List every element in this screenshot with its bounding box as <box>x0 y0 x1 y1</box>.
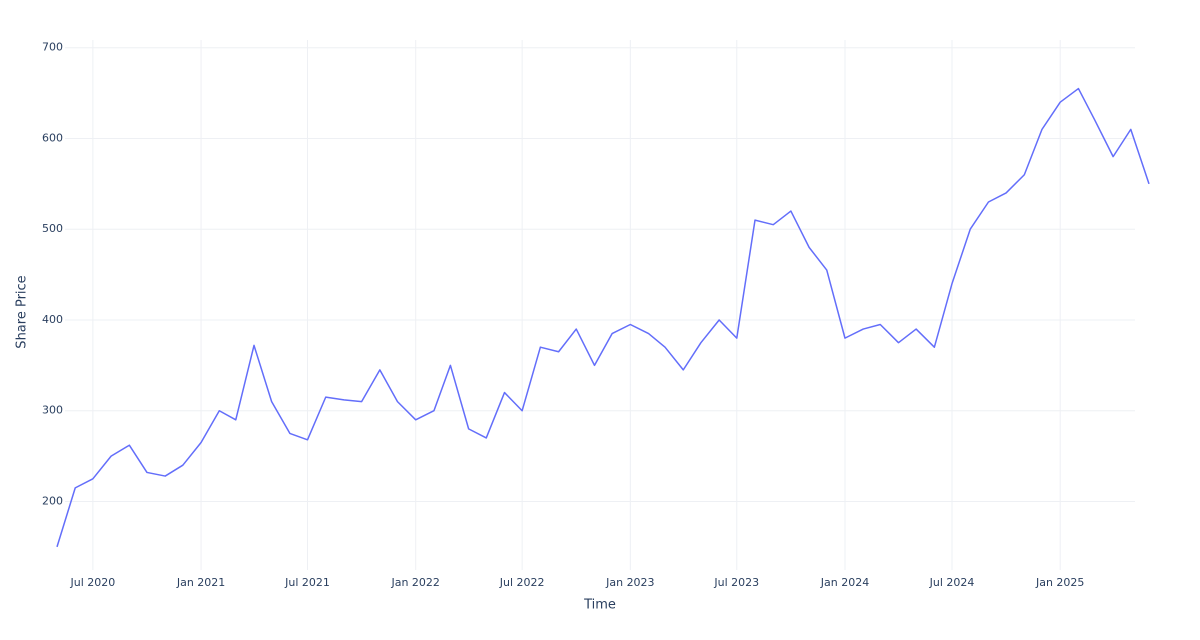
x-tick-label: Jan 2021 <box>176 576 225 589</box>
y-tick-label: 600 <box>42 131 63 144</box>
x-tick-label: Jan 2025 <box>1035 576 1084 589</box>
x-tick-label: Jan 2023 <box>605 576 654 589</box>
x-tick-label: Jan 2022 <box>390 576 439 589</box>
x-tick-label: Jul 2023 <box>713 576 759 589</box>
x-tick-label: Jul 2021 <box>284 576 330 589</box>
x-axis-title: Time <box>583 598 616 613</box>
x-tick-label: Jul 2022 <box>499 576 545 589</box>
x-tick-label: Jul 2020 <box>69 576 115 589</box>
x-tick-label: Jan 2024 <box>820 576 869 589</box>
y-tick-label: 400 <box>42 313 63 326</box>
x-tick-label: Jul 2024 <box>929 576 975 589</box>
y-tick-label: 300 <box>42 404 63 417</box>
y-tick-label: 500 <box>42 222 63 235</box>
price-line <box>56 87 1150 548</box>
y-axis-title: Share Price <box>15 275 30 348</box>
y-tick-label: 200 <box>42 494 63 507</box>
y-tick-label: 700 <box>42 41 63 54</box>
